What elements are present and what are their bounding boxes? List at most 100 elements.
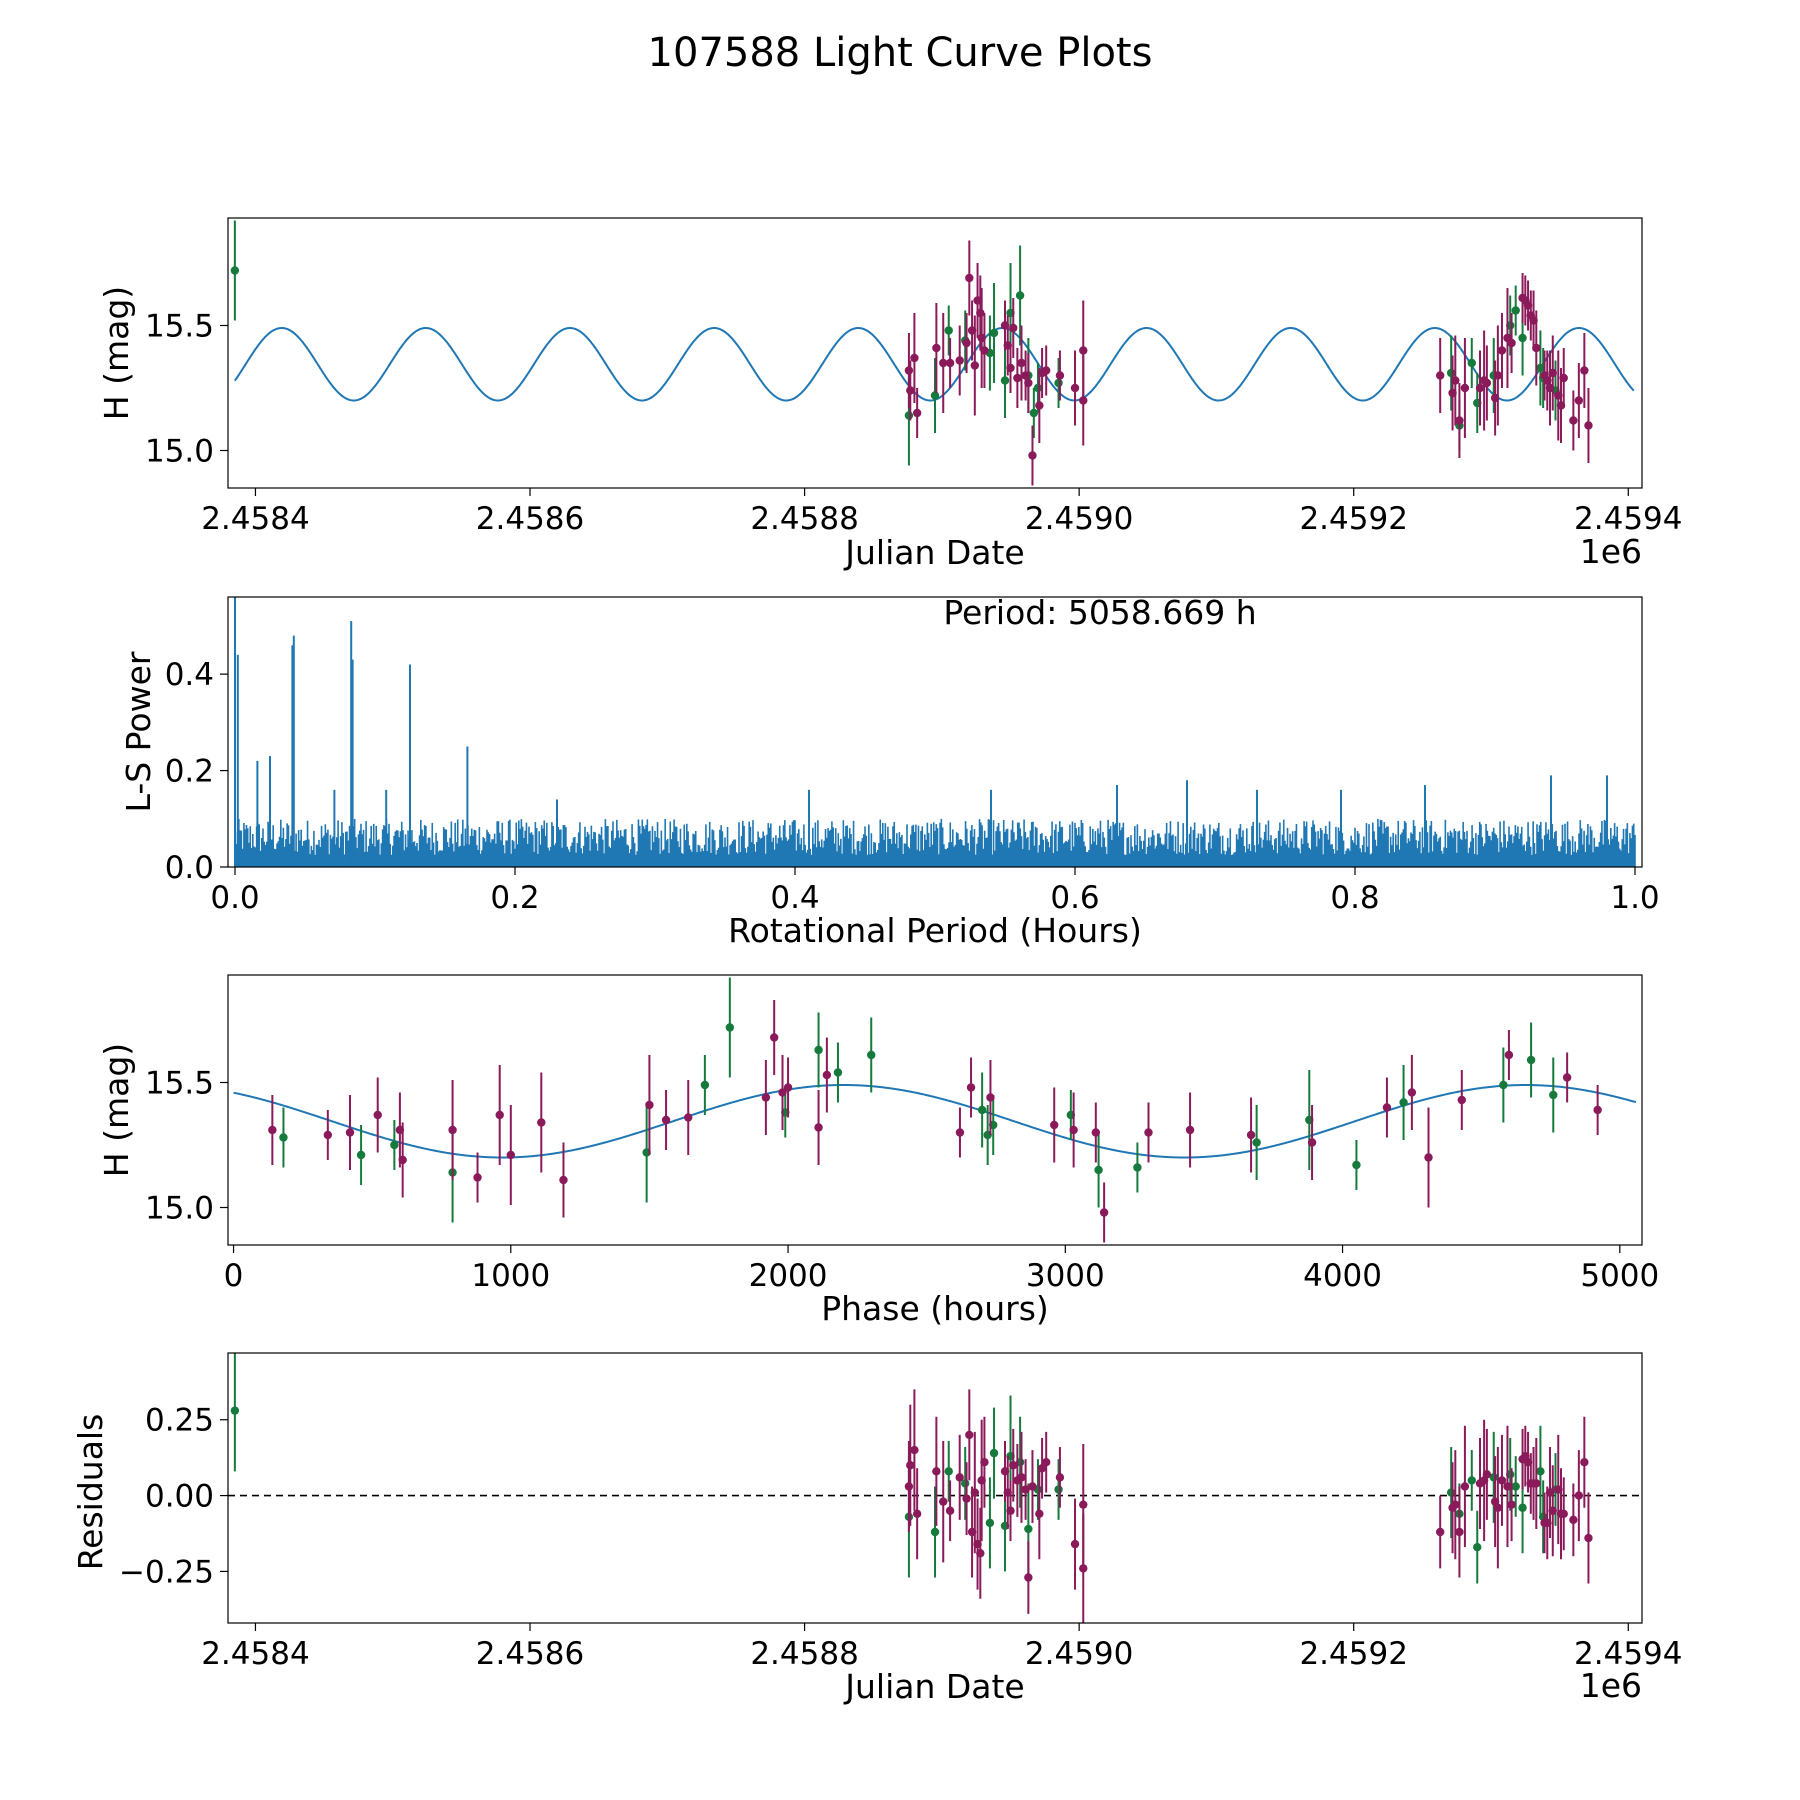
data-point (1574, 1491, 1584, 1500)
data-point (1548, 368, 1557, 378)
data-point (1382, 1103, 1392, 1112)
data-point (1050, 1120, 1059, 1130)
data-point (230, 1406, 240, 1415)
x-tick-label: 1.0 (1610, 880, 1659, 916)
data-point (1028, 451, 1037, 460)
phased-xlabel: Phase (hours) (821, 1289, 1049, 1328)
data-point (1028, 1482, 1037, 1491)
residuals-panel: 2.4584 2.4586 2.4588 2.4590 2.4592 2.4594 0.25… (71, 1352, 1683, 1706)
x-tick-label: 3000 (1026, 1258, 1105, 1294)
y-tick-label: 15.5 (145, 1066, 214, 1102)
data-point (939, 1497, 948, 1506)
data-point (1532, 1479, 1541, 1488)
data-point (1079, 1564, 1088, 1573)
data-point (1029, 408, 1039, 418)
data-point (904, 1482, 914, 1491)
data-point (1024, 378, 1033, 388)
data-point (980, 346, 989, 355)
x-tick-label: 2.4592 (1299, 1636, 1407, 1672)
data-point (906, 386, 915, 395)
data-point (955, 356, 964, 365)
data-point (944, 326, 953, 335)
data-point (1006, 363, 1015, 373)
data-point (1446, 368, 1456, 378)
data-point (966, 1083, 976, 1092)
data-point (1507, 338, 1516, 348)
data-point (1069, 1125, 1078, 1135)
data-point (1549, 1090, 1558, 1100)
data-point (944, 1467, 953, 1476)
y-tick-label: −0.25 (119, 1554, 214, 1590)
data-point (1467, 358, 1476, 368)
residuals-ylabel: Residuals (71, 1414, 110, 1571)
data-point (1532, 343, 1541, 353)
data-point (1511, 1482, 1520, 1491)
data-point (1307, 1138, 1317, 1147)
data-point (1511, 306, 1520, 315)
data-point (904, 411, 914, 420)
data-point (962, 1494, 971, 1503)
x-tick-label: 0 (224, 1258, 244, 1294)
data-point (1460, 1482, 1470, 1491)
data-point (945, 1506, 955, 1515)
y-tick-label: 0.4 (165, 657, 214, 693)
periodogram-frame (227, 596, 1643, 868)
data-point (398, 1155, 407, 1165)
x-tick-label: 0.0 (210, 880, 259, 916)
x-tick-label: 2.4590 (1025, 501, 1133, 537)
data-point (1041, 1458, 1051, 1467)
light-curve-ylabel: H (mag) (97, 286, 136, 420)
data-point (1024, 1524, 1033, 1534)
data-point (1144, 1128, 1153, 1137)
residuals-offset-label: 1e6 (1580, 1666, 1642, 1705)
data-point (1035, 401, 1044, 410)
x-tick-label: 1000 (471, 1258, 550, 1294)
data-point (661, 1115, 671, 1125)
data-point (1009, 1461, 1018, 1470)
data-point (1399, 1098, 1408, 1107)
data-point (1015, 291, 1025, 300)
data-point (814, 1123, 823, 1132)
data-point (833, 1068, 843, 1077)
x-tick-label: 2.4586 (476, 501, 584, 537)
data-point (495, 1110, 504, 1120)
data-point (345, 1128, 355, 1137)
data-point (323, 1130, 333, 1140)
data-point (1024, 1573, 1033, 1582)
x-tick-label: 2000 (749, 1258, 828, 1294)
residuals-xlabel: Julian Date (843, 1667, 1025, 1706)
data-point (1536, 1467, 1545, 1476)
period-annotation: Period: 5058.669 h (943, 593, 1256, 632)
phased-ylabel: H (mag) (97, 1043, 136, 1177)
data-point (1467, 1476, 1476, 1485)
data-point (1407, 1088, 1417, 1097)
phased-frame (227, 974, 1643, 1246)
data-point (1526, 1055, 1536, 1065)
data-point (1580, 366, 1589, 375)
data-point (1252, 1138, 1261, 1147)
data-point (356, 1150, 366, 1160)
light-curve-frame (227, 217, 1643, 489)
data-point (976, 1549, 985, 1558)
data-point (761, 1093, 771, 1102)
data-point (1017, 1473, 1026, 1482)
data-point (390, 1140, 399, 1150)
x-tick-label: 2.4588 (750, 1636, 858, 1672)
x-tick-label: 0.8 (1330, 880, 1379, 916)
data-point (506, 1150, 515, 1160)
data-point (1000, 376, 1010, 385)
data-point (373, 1110, 382, 1120)
data-point (1503, 1482, 1512, 1491)
data-point (537, 1118, 546, 1127)
data-point (1482, 378, 1492, 388)
data-point (559, 1175, 568, 1185)
data-point (1041, 366, 1051, 375)
periodogram-xlabel: Rotational Period (Hours) (728, 911, 1142, 950)
data-point (1493, 371, 1503, 380)
data-point (932, 1467, 941, 1476)
x-tick-label: 2.4586 (476, 1636, 584, 1672)
x-tick-label: 4000 (1303, 1258, 1382, 1294)
data-point (769, 1033, 779, 1042)
